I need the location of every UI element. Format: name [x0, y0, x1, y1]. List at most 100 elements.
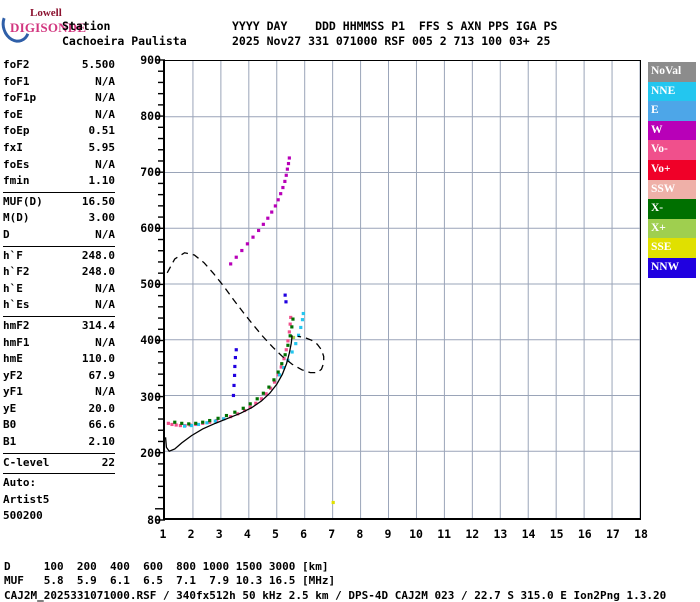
param-row: foE N/A — [3, 108, 115, 125]
param-row: foF1p N/A — [3, 91, 115, 108]
logo-lowell-text: Lowell — [30, 7, 62, 19]
y-tick-label: 700 — [140, 165, 161, 180]
param-row: yF1 N/A — [3, 385, 115, 402]
legend-item-vo-[interactable]: Vo+ — [648, 159, 696, 180]
param-separator — [3, 473, 115, 475]
param-value: N/A — [95, 298, 115, 312]
param-value: 5.95 — [88, 140, 116, 154]
x-axis-labels: 1 2 3 4 5 6 7 8 9 10 11 12 13 14 15 16 17 18 — [159, 527, 648, 541]
param-key: MUF(D) — [3, 194, 43, 208]
legend-item-x-[interactable]: X+ — [648, 218, 696, 239]
param-row: yE 20.0 — [3, 402, 115, 419]
param-row: h`Es N/A — [3, 298, 115, 315]
param-row: foF1 N/A — [3, 75, 115, 92]
param-key: fxI — [3, 140, 23, 154]
param-key: foEp — [3, 124, 30, 138]
x-tick-label: 12 — [465, 527, 480, 541]
legend-item-nnw[interactable]: NNW — [648, 257, 696, 278]
param-key: fmin — [3, 174, 30, 188]
legend-item-x-[interactable]: X- — [648, 199, 696, 219]
param-key: h`Es — [3, 298, 30, 312]
param-value: 110.0 — [81, 352, 115, 366]
param-row: h`F 248.0 — [3, 249, 115, 266]
param-key: yE — [3, 401, 17, 415]
color-legend[interactable]: NoVal NNE E W Vo- Vo+ SSW X- X+ SSE NNW — [648, 62, 696, 278]
x-tick-label: 13 — [493, 527, 508, 541]
y-tick-label: 300 — [140, 389, 161, 404]
param-value: 67.9 — [88, 368, 116, 382]
param-row: MUF(D) 16.50 — [3, 195, 115, 212]
param-row: yF2 67.9 — [3, 369, 115, 386]
ionogram-data-traces — [165, 156, 335, 505]
x-tick-label: 17 — [605, 527, 620, 541]
param-value: 314.4 — [81, 318, 115, 332]
param-value: N/A — [95, 281, 115, 295]
param-row: fmin 1.10 — [3, 174, 115, 191]
param-row: foF2 5.500 — [3, 58, 115, 75]
param-key: h`F2 — [3, 265, 30, 279]
param-value: N/A — [95, 335, 115, 349]
x-tick-label: 2 — [187, 527, 195, 541]
x-tick-label: 14 — [521, 527, 536, 541]
param-key: foF1p — [3, 91, 37, 105]
legend-item-nne[interactable]: NNE — [648, 81, 696, 102]
footer-muf-row: MUF 5.8 5.9 6.1 6.5 7.1 7.9 10.3 16.5 [M… — [4, 574, 336, 587]
param-auto-program: Artist5 — [3, 492, 50, 506]
param-key: C-level — [3, 455, 50, 469]
param-row: B0 66.6 — [3, 418, 115, 435]
y-axis-labels: 80 200 300 400 500 600 700 800 900 — [113, 0, 161, 560]
x-tick-label: 15 — [549, 527, 564, 541]
param-value: 3.00 — [88, 211, 116, 225]
x-tick-label: 16 — [577, 527, 592, 541]
series-x-trace-nne- — [182, 311, 305, 428]
footer-distance-row: D 100 200 400 600 800 1000 1500 3000 [km… — [4, 560, 329, 573]
station-name: Cachoeira Paulista — [62, 34, 187, 48]
series-x-trace — [173, 317, 295, 426]
plot-gridlines — [165, 61, 640, 519]
series-sse-marker — [331, 500, 335, 505]
series-2f2-scatter-multi-hop- — [229, 156, 291, 266]
series-x-marker — [291, 335, 296, 340]
param-key: h`F — [3, 248, 23, 262]
y-tick-label: 600 — [140, 221, 161, 236]
param-key: B0 — [3, 418, 17, 432]
ionogram-plot-area[interactable] — [163, 60, 641, 520]
param-value: 66.6 — [88, 418, 116, 432]
y-tick-label: 80 — [147, 513, 161, 527]
param-key: hmF2 — [3, 318, 30, 332]
y-axis-minor-ticks — [155, 59, 165, 521]
x-tick-label: 18 — [634, 527, 648, 541]
param-row: C-level 22 — [3, 456, 115, 473]
series-es-sporadic-blob — [231, 293, 288, 398]
param-key: hmE — [3, 352, 23, 366]
legend-item-w[interactable]: W — [648, 120, 696, 141]
param-separator — [3, 452, 115, 454]
param-key: hmF1 — [3, 335, 30, 349]
x-tick-label: 5 — [272, 527, 279, 541]
legend-item-noval[interactable]: NoVal — [648, 62, 696, 82]
curve-electron-density-profile — [165, 335, 293, 452]
y-tick-label: 500 — [140, 277, 161, 292]
param-row: hmF1 N/A — [3, 336, 115, 353]
x-tick-label: 4 — [243, 527, 251, 541]
legend-item-e[interactable]: E — [648, 101, 696, 121]
legend-item-vo-[interactable]: Vo- — [648, 140, 696, 160]
legend-item-sse[interactable]: SSE — [648, 238, 696, 258]
y-tick-label: 400 — [140, 333, 161, 348]
logo-digisonde-text: DIGISONDE — [10, 20, 87, 35]
param-separator — [3, 315, 115, 317]
x-tick-label: 1 — [159, 527, 167, 541]
param-value: N/A — [95, 107, 115, 121]
legend-item-ssw[interactable]: SSW — [648, 179, 696, 200]
x-tick-label: 7 — [328, 527, 336, 541]
param-row: foEp 0.51 — [3, 124, 115, 141]
param-row: M(D) 3.00 — [3, 211, 115, 228]
param-auto-label: Auto: — [3, 476, 37, 490]
param-key: B1 — [3, 435, 17, 449]
x-tick-label: 3 — [215, 527, 223, 541]
param-value: 248.0 — [81, 248, 115, 262]
param-key: yF1 — [3, 385, 23, 399]
param-value: N/A — [95, 385, 115, 399]
x-tick-label: 8 — [356, 527, 364, 541]
param-value: N/A — [95, 227, 115, 241]
